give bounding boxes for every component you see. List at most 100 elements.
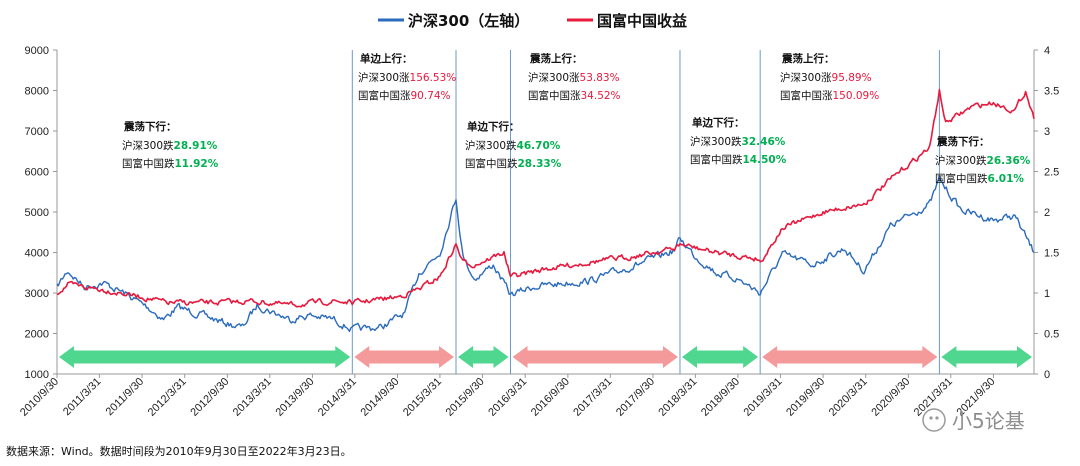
x-tick-label: 2017/3/31	[571, 376, 614, 419]
annotation-value: 95.89%	[832, 72, 872, 84]
annotation-title: 单边上行：	[360, 52, 413, 65]
x-tick-label: 2015/3/31	[401, 376, 444, 419]
phase-annotation: 震荡下行： 沪深300跌28.91% 国富中国跌11.92%	[122, 120, 219, 170]
annotation-line: 国富中国跌14.50%	[690, 153, 787, 166]
y-right-tick-label: 0.5	[1044, 329, 1059, 341]
y-left-tick-label: 8000	[25, 86, 49, 98]
annotation-value: 32.46%	[742, 136, 786, 148]
annotation-title: 震荡下行：	[123, 120, 177, 133]
phase-annotation: 单边下行： 沪深300跌32.46% 国富中国跌14.50%	[690, 116, 787, 166]
annotation-line: 沪深300跌26.36%	[935, 154, 1031, 167]
annotation-line: 国富中国跌11.92%	[122, 157, 219, 170]
annotation-value: 156.53%	[410, 72, 457, 84]
annotation-value: 53.83%	[580, 72, 620, 84]
annotation-line: 沪深300涨156.53%	[358, 71, 456, 84]
phase-arrow-down	[941, 346, 1032, 368]
x-tick-label: 2012/9/30	[188, 376, 231, 419]
wechat-icon-eye	[929, 416, 933, 420]
y-left-tick-label: 5000	[25, 207, 49, 219]
annotation-label: 沪深300跌	[935, 154, 987, 167]
legend: 沪深300（左轴） 国富中国收益	[378, 12, 687, 30]
x-tick-label: 2019/9/30	[784, 376, 827, 419]
annotation-line: 沪深300跌28.91%	[122, 139, 218, 152]
source-note: 数据来源：Wind。数据时间段为2010年9月30日至2022年3月23日。	[6, 444, 352, 458]
legend-label: 国富中国收益	[597, 12, 687, 30]
series-lines	[56, 88, 1035, 333]
annotation-label: 国富中国跌	[122, 157, 175, 170]
annotation-title: 震荡上行：	[529, 52, 583, 65]
phase-arrow-up	[512, 346, 678, 368]
y-right-tick-label: 3	[1044, 126, 1050, 138]
y-right-tick-label: 1.5	[1044, 248, 1059, 260]
annotation-line: 沪深300跌32.46%	[690, 135, 786, 148]
annotation-label: 国富中国跌	[935, 172, 988, 185]
y-left-tick-label: 4000	[25, 248, 49, 260]
x-tick-label: 2013/9/30	[273, 376, 316, 419]
annotation-label: 国富中国跌	[690, 153, 743, 166]
annotation-label: 国富中国涨	[780, 89, 833, 102]
annotation-line: 国富中国涨150.09%	[780, 89, 879, 102]
annotation-line: 沪深300涨95.89%	[780, 71, 872, 84]
x-tick-label: 2019/3/31	[741, 376, 784, 419]
y-left-tick-label: 9000	[25, 45, 49, 57]
annotation-line: 国富中国跌6.01%	[935, 172, 1024, 185]
annotation-value: 11.92%	[175, 158, 219, 170]
x-tick-label: 2016/9/30	[529, 376, 572, 419]
annotation-label: 沪深300涨	[780, 71, 832, 84]
x-tick-label: 2021/3/31	[912, 376, 955, 419]
annotation-value: 28.33%	[518, 158, 562, 170]
annotation-value: 34.52%	[581, 90, 621, 102]
annotation-label: 沪深300涨	[528, 71, 580, 84]
y-right-tick-label: 0	[1044, 369, 1050, 381]
y-right-tick-label: 4	[1044, 45, 1050, 57]
annotation-label: 沪深300跌	[465, 139, 517, 152]
phase-arrow-up	[354, 346, 455, 368]
phase-annotation: 单边下行： 沪深300跌46.70% 国富中国跌28.33%	[465, 120, 562, 170]
annotation-value: 26.36%	[987, 155, 1031, 167]
annotation-value: 14.50%	[743, 154, 787, 166]
phase-dividers	[351, 50, 940, 374]
annotation-line: 国富中国涨90.74%	[358, 89, 451, 102]
annotation-line: 沪深300涨53.83%	[528, 71, 620, 84]
phase-arrow-down	[59, 346, 351, 368]
y-left-tick-label: 6000	[25, 167, 49, 179]
x-tick-label: 2017/9/30	[614, 376, 657, 419]
annotation-label: 沪深300跌	[122, 139, 174, 152]
annotation-label: 沪深300跌	[690, 135, 742, 148]
wechat-icon	[922, 408, 946, 432]
y-left-tick-label: 3000	[25, 288, 49, 300]
phase-annotation: 震荡上行： 沪深300涨95.89% 国富中国涨150.09%	[780, 52, 879, 102]
phase-arrow-down	[458, 346, 509, 368]
annotation-line: 国富中国跌28.33%	[465, 157, 562, 170]
phase-arrow-down	[681, 346, 759, 368]
annotation-label: 沪深300涨	[358, 71, 410, 84]
phase-annotation: 单边上行： 沪深300涨156.53% 国富中国涨90.74%	[358, 52, 456, 102]
x-tick-label: 2011/9/30	[104, 376, 147, 419]
x-tick-label: 2018/3/31	[656, 376, 699, 419]
wechat-icon-eye	[935, 416, 939, 420]
y-left-tick-label: 7000	[25, 126, 49, 138]
annotation-value: 46.70%	[517, 140, 561, 152]
annotation-title: 震荡下行：	[936, 135, 990, 148]
annotation-label: 国富中国涨	[358, 89, 411, 102]
phase-arrows	[59, 346, 1032, 368]
y-right-tick-label: 2	[1044, 207, 1050, 219]
annotation-value: 28.91%	[174, 140, 218, 152]
annotation-line: 国富中国涨34.52%	[528, 89, 621, 102]
phase-arrow-up	[762, 346, 938, 368]
y-right-tick-label: 3.5	[1044, 86, 1059, 98]
y-left-tick-label: 2000	[25, 329, 49, 341]
x-tick-label: 2018/9/30	[699, 376, 742, 419]
phase-annotation: 震荡下行： 沪深300跌26.36% 国富中国跌6.01%	[935, 135, 1031, 185]
watermark: 小5论基	[922, 408, 1025, 433]
x-tick-label: 2014/9/30	[359, 376, 402, 419]
annotations: 震荡下行：沪深300跌28.91%国富中国跌11.92%单边上行：沪深300涨1…	[122, 52, 1031, 185]
annotation-label: 国富中国涨	[528, 89, 581, 102]
x-tick-label: 2020/3/31	[827, 376, 870, 419]
annotation-title: 单边下行：	[467, 120, 520, 133]
x-tick-label: 2013/3/31	[231, 376, 274, 419]
x-tick-label: 2012/3/31	[146, 376, 189, 419]
annotation-value: 90.74%	[411, 90, 451, 102]
y-right-tick-label: 1	[1044, 288, 1050, 300]
